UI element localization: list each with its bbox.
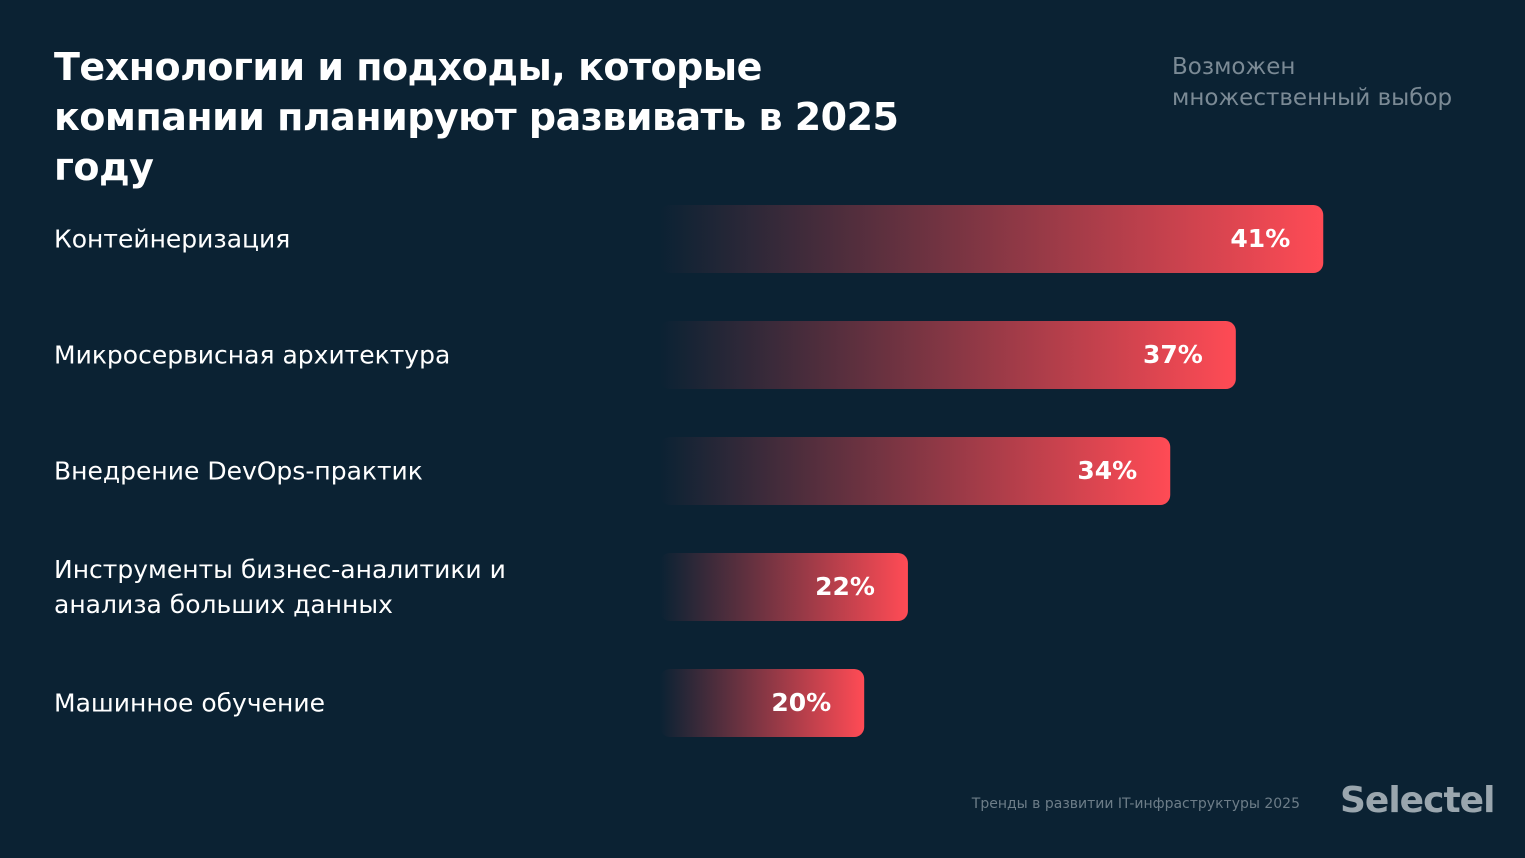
category-label: Внедрение DevOps-практик xyxy=(54,456,423,486)
category-label: Контейнеризация xyxy=(54,224,291,254)
value-label: 41% xyxy=(1230,224,1290,253)
brand-logo: Selectel xyxy=(1340,780,1495,821)
chart-title: Технологии и подходы, которые компании п… xyxy=(54,45,899,189)
value-label: 34% xyxy=(1077,456,1137,485)
category-label: Инструменты бизнес-аналитики и анализа б… xyxy=(54,555,506,619)
bar xyxy=(660,553,908,621)
value-label: 37% xyxy=(1143,340,1203,369)
value-label: 22% xyxy=(815,572,875,601)
chart-subtitle: Возможен множественный выбор xyxy=(1172,54,1453,111)
bar xyxy=(660,437,1171,505)
category-label: Микросервисная архитектура xyxy=(54,340,451,370)
category-label: Машинное обучение xyxy=(54,688,325,718)
source: Тренды в развитии IT-инфраструктуры 2025 xyxy=(971,796,1300,812)
bar xyxy=(660,205,1324,273)
bar xyxy=(660,321,1236,389)
bar xyxy=(660,669,865,737)
value-label: 20% xyxy=(771,688,831,717)
